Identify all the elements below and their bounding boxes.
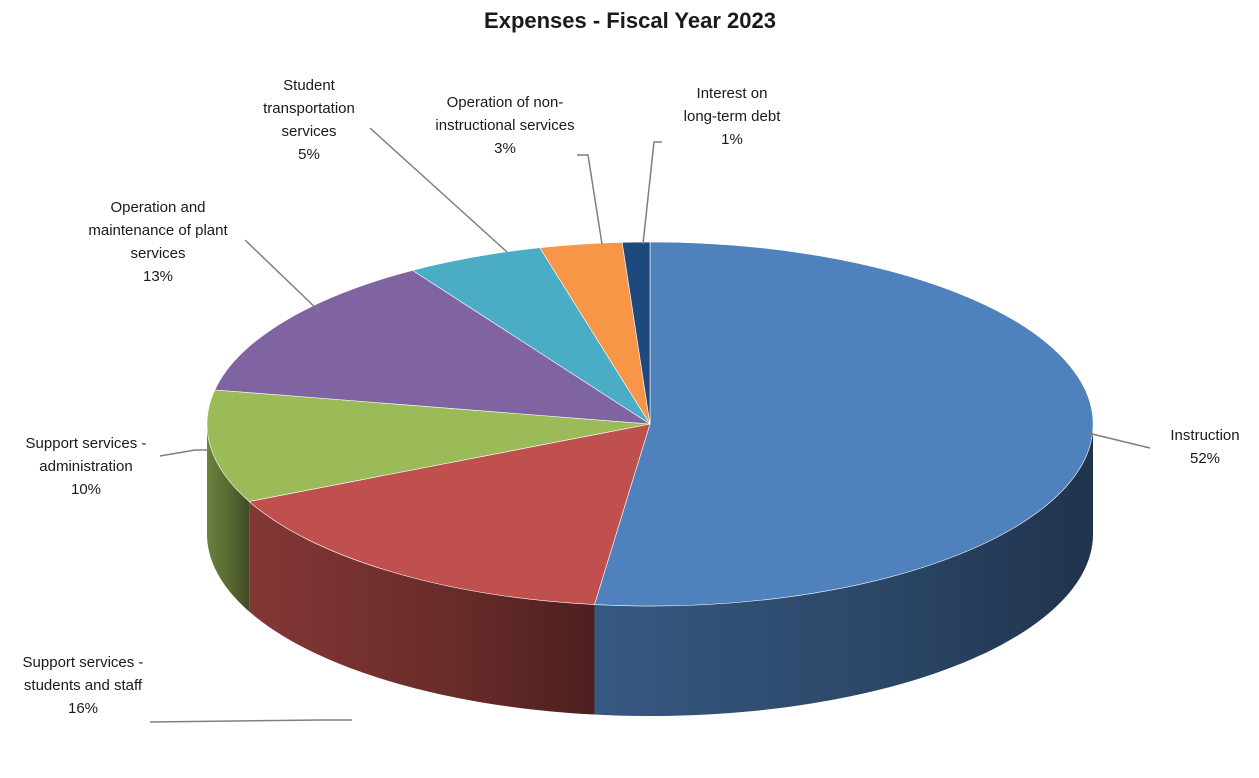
pie-slice-support-services-administration[interactable]	[206, 389, 651, 502]
slice-label-operation-of-non-instructional-services: Operation of non-instructional services 3…	[435, 94, 574, 157]
leader-line-interest-on-long-term-debt	[642, 141, 662, 245]
slice-label-support-services-students-and-staff: Support services -students and staff 16%	[23, 654, 144, 717]
slice-labels: Instruction 52% Support services -students…	[23, 77, 1240, 717]
slice-label-operation-and-maintenance-of-plant-services: Operation and maintenance of plant service…	[88, 199, 228, 285]
pie-side-shading	[249, 501, 595, 715]
slice-label-support-services-administration: Support services -administration 10%	[26, 435, 147, 498]
pie-sides	[207, 424, 1093, 716]
pie-slice-operation-and-maintenance-of-plant-services[interactable]	[214, 270, 651, 425]
leader-line-support-services-students-and-staff	[149, 719, 352, 723]
leader-line-support-services-administration	[159, 449, 209, 457]
slice-label-interest-on-long-term-debt: Interest on long-term debt 1%	[684, 85, 782, 148]
pie-slice-interest-on-long-term-debt[interactable]	[621, 241, 651, 425]
leader-line-operation-and-maintenance-of-plant-services	[244, 239, 321, 313]
chart-title: Expenses - Fiscal Year 2023	[484, 8, 776, 33]
leader-line-instruction	[1087, 432, 1151, 449]
pie-slice-support-services-students-and-staff[interactable]	[248, 423, 651, 605]
leader-line-student-transportation-services	[369, 127, 508, 253]
slice-label-instruction: Instruction 52%	[1170, 427, 1239, 467]
pie-side-shading	[594, 424, 1093, 716]
pie-slices	[206, 241, 1094, 607]
leader-line-operation-of-non-instructional-services	[577, 154, 603, 245]
pie-slice-instruction[interactable]	[594, 241, 1094, 607]
slice-label-student-transportation-services: Student transportation services 5%	[263, 77, 355, 163]
pie-side-shading	[207, 424, 250, 612]
leader-lines	[149, 127, 1151, 723]
